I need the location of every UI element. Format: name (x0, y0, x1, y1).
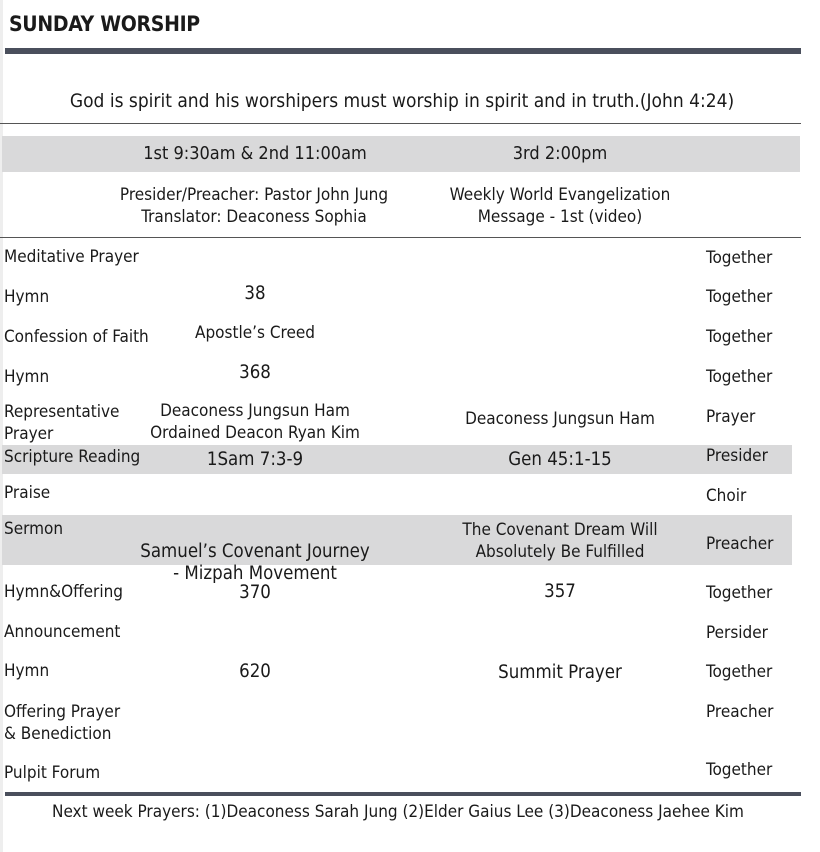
scripture-band (2, 445, 792, 474)
third-service-cell: Summit Prayer (498, 662, 622, 683)
presider-line: Presider/Preacher: Pastor John Jung (119, 185, 389, 205)
row-label: Pulpit Forum (4, 763, 101, 783)
third-service-cell-line: Absolutely Be Fulfilled (475, 542, 645, 562)
footer-bar (5, 792, 801, 796)
row-label: Hymn&Offering (4, 582, 123, 602)
first-service-cell: 38 (244, 283, 266, 304)
row-role: Choir (706, 486, 747, 506)
first-service-cell: 370 (239, 582, 271, 603)
verse: God is spirit and his worshipers must wo… (69, 90, 735, 112)
first-service-cell: 1Sam 7:3-9 (206, 449, 304, 470)
row-label: Sermon (4, 519, 64, 539)
row-role: Together (706, 583, 773, 603)
first-service-cell-line: - Mizpah Movement (173, 563, 337, 584)
first-service-time: 1st 9:30am & 2nd 11:00am (143, 143, 367, 164)
first-service-cell: Samuel’s Covenant Journey - Mizpah Moveme… (140, 541, 369, 585)
first-service-cell: Deaconess Jungsun Ham Ordained Deacon Rya… (150, 400, 360, 444)
third-info-line-2: Message - 1st (video) (477, 207, 643, 227)
row-label-line: Offering Prayer (4, 702, 121, 722)
row-label: Meditative Prayer (4, 247, 139, 267)
first-service-cell: Apostle’s Creed (195, 323, 315, 343)
third-info-line-1: Weekly World Evangelization (449, 185, 671, 205)
service-times-band (2, 136, 800, 172)
title-bar (5, 48, 801, 54)
row-role: Prayer (706, 407, 756, 427)
row-role: Preacher (706, 702, 774, 722)
row-role: Together (706, 367, 773, 387)
row-role: Preacher (706, 534, 774, 554)
third-service-cell: The Covenant Dream Will Absolutely Be Ful… (462, 519, 657, 563)
divider (0, 237, 801, 238)
row-label: Hymn (4, 287, 50, 307)
first-service-cell-line: Ordained Deacon Ryan Kim (150, 423, 360, 443)
row-label-line: Representative (4, 402, 120, 422)
third-service-info: Weekly World Evangelization Message - 1s… (450, 184, 671, 228)
row-label: Hymn (4, 367, 50, 387)
next-week-prayers: Next week Prayers: (1)Deaconess Sarah Ju… (52, 802, 744, 822)
translator-line: Translator: Deaconess Sophia (141, 207, 367, 227)
third-service-cell-line: The Covenant Dream Will (462, 520, 658, 540)
first-service-info: Presider/Preacher: Pastor John Jung Tran… (120, 184, 388, 228)
divider (0, 123, 801, 124)
row-role: Together (706, 760, 773, 780)
row-label: Confession of Faith (4, 327, 149, 347)
row-role: Together (706, 248, 773, 268)
page-title: SUNDAY WORSHIP (9, 12, 200, 36)
row-role: Presider (706, 446, 768, 466)
third-service-time: 3rd 2:00pm (512, 143, 608, 164)
row-label: Announcement (4, 622, 121, 642)
third-service-cell: Gen 45:1-15 (508, 449, 612, 470)
first-service-cell: 620 (239, 661, 271, 682)
left-edge (0, 0, 3, 852)
third-service-cell: 357 (544, 581, 576, 602)
row-role: Together (706, 287, 773, 307)
row-label: Praise (4, 483, 51, 503)
first-service-cell-line: Deaconess Jungsun Ham (160, 401, 350, 421)
sermon-band (2, 515, 792, 565)
row-role: Together (706, 327, 773, 347)
row-role: Together (706, 662, 773, 682)
row-label-line: & Benediction (4, 724, 112, 744)
row-label: Offering Prayer & Benediction (4, 701, 120, 745)
third-service-cell: Deaconess Jungsun Ham (465, 409, 655, 429)
first-service-cell-line: Samuel’s Covenant Journey (140, 541, 370, 562)
row-label: Representative Prayer (4, 401, 119, 445)
row-label: Scripture Reading (4, 447, 141, 467)
first-service-cell: 368 (239, 362, 271, 383)
row-label: Hymn (4, 661, 50, 681)
row-role: Persider (706, 623, 768, 643)
row-label-line: Prayer (4, 424, 54, 444)
